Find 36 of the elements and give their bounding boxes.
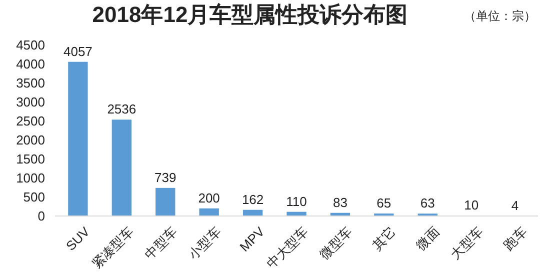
x-tick-label: 大型车 (448, 224, 486, 262)
y-tick-label: 3500 (16, 76, 45, 91)
bar (68, 62, 88, 216)
y-tick-label: 1000 (16, 170, 45, 186)
bar (112, 120, 132, 216)
x-tick-label: 中型车 (142, 224, 180, 262)
data-label: 83 (332, 194, 348, 210)
data-label: 739 (154, 170, 176, 185)
data-label: 110 (286, 194, 307, 209)
y-tick-label: 2000 (16, 132, 45, 148)
y-tick-label: 2500 (16, 114, 45, 129)
y-tick-label: 0 (38, 208, 45, 224)
bar (156, 188, 176, 216)
x-tick-label: 微型车 (316, 224, 355, 262)
data-label: 162 (242, 192, 264, 207)
chart-title: 2018年12月车型属性投诉分布图 (92, 2, 408, 27)
data-label: 10 (464, 198, 479, 213)
x-tick-label: 微面 (413, 224, 442, 253)
y-tick-label: 3000 (16, 94, 45, 110)
y-tick-label: 4500 (16, 38, 45, 53)
x-tick-label: 其它 (369, 224, 398, 253)
y-tick-label: 1500 (16, 152, 45, 167)
x-tick-label: 紧凑型车 (88, 224, 136, 272)
data-label: 63 (420, 196, 435, 211)
x-tick-label: 跑车 (500, 224, 530, 253)
data-label: 2536 (107, 102, 136, 117)
data-label: 4 (511, 198, 519, 213)
bar (199, 208, 219, 216)
data-label: 200 (198, 190, 220, 206)
x-tick-label: 中大型车 (264, 224, 312, 272)
y-tick-label: 500 (23, 190, 45, 205)
data-label: 65 (376, 196, 392, 211)
y-tick-label: 4000 (16, 56, 45, 72)
text: （单位：宗） (464, 9, 536, 23)
x-tick-label: 小型车 (185, 224, 224, 262)
data-label: 4057 (63, 44, 92, 59)
